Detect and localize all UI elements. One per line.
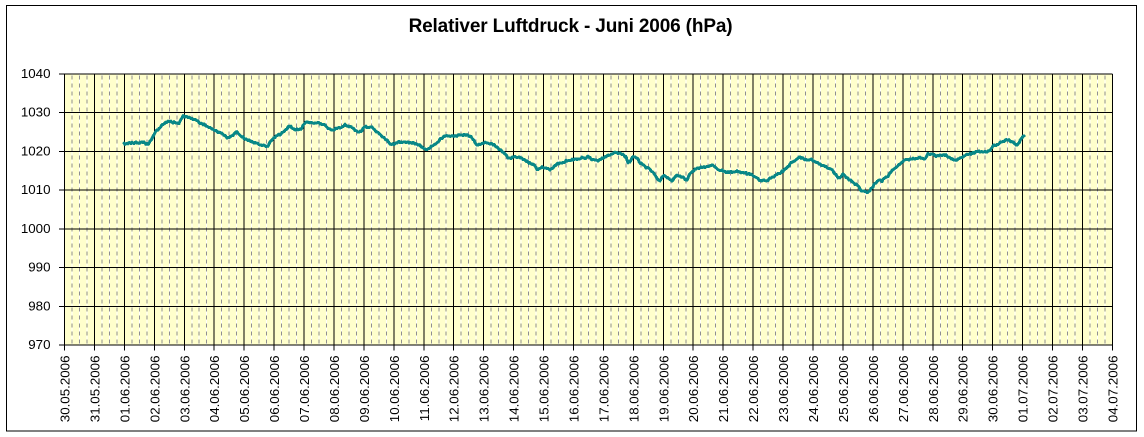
- svg-text:20.06.2006: 20.06.2006: [686, 356, 701, 423]
- svg-text:22.06.2006: 22.06.2006: [746, 356, 761, 423]
- svg-text:10.06.2006: 10.06.2006: [387, 356, 402, 423]
- svg-text:30.05.2006: 30.05.2006: [58, 356, 73, 423]
- svg-text:15.06.2006: 15.06.2006: [537, 356, 552, 423]
- svg-text:27.06.2006: 27.06.2006: [896, 356, 911, 423]
- svg-text:17.06.2006: 17.06.2006: [596, 356, 611, 423]
- svg-text:06.06.2006: 06.06.2006: [267, 356, 282, 423]
- svg-text:03.07.2006: 03.07.2006: [1076, 356, 1091, 423]
- svg-text:14.06.2006: 14.06.2006: [507, 356, 522, 423]
- svg-text:25.06.2006: 25.06.2006: [836, 356, 851, 423]
- svg-text:30.06.2006: 30.06.2006: [986, 356, 1001, 423]
- svg-text:980: 980: [28, 298, 50, 313]
- svg-text:02.07.2006: 02.07.2006: [1046, 356, 1061, 423]
- svg-text:26.06.2006: 26.06.2006: [866, 356, 881, 423]
- svg-text:04.06.2006: 04.06.2006: [207, 356, 222, 423]
- svg-text:02.06.2006: 02.06.2006: [147, 356, 162, 423]
- svg-text:16.06.2006: 16.06.2006: [567, 356, 582, 423]
- svg-text:990: 990: [28, 260, 50, 275]
- svg-text:24.06.2006: 24.06.2006: [806, 356, 821, 423]
- svg-text:05.06.2006: 05.06.2006: [237, 356, 252, 423]
- svg-text:21.06.2006: 21.06.2006: [716, 356, 731, 423]
- svg-text:12.06.2006: 12.06.2006: [447, 356, 462, 423]
- svg-text:08.06.2006: 08.06.2006: [327, 356, 342, 423]
- svg-text:970: 970: [28, 337, 50, 352]
- svg-text:07.06.2006: 07.06.2006: [297, 356, 312, 423]
- svg-text:13.06.2006: 13.06.2006: [477, 356, 492, 423]
- svg-text:31.05.2006: 31.05.2006: [87, 356, 102, 423]
- svg-text:1040: 1040: [21, 66, 51, 81]
- svg-text:19.06.2006: 19.06.2006: [656, 356, 671, 423]
- svg-text:1030: 1030: [21, 105, 51, 120]
- svg-text:28.06.2006: 28.06.2006: [926, 356, 941, 423]
- svg-text:09.06.2006: 09.06.2006: [357, 356, 372, 423]
- svg-text:1000: 1000: [21, 221, 51, 236]
- svg-text:03.06.2006: 03.06.2006: [177, 356, 192, 423]
- svg-text:1020: 1020: [21, 143, 51, 158]
- svg-text:23.06.2006: 23.06.2006: [776, 356, 791, 423]
- svg-text:01.06.2006: 01.06.2006: [117, 356, 132, 423]
- svg-text:18.06.2006: 18.06.2006: [626, 356, 641, 423]
- svg-text:Relativer Luftdruck - Juni 200: Relativer Luftdruck - Juni 2006 (hPa): [409, 16, 733, 37]
- svg-text:29.06.2006: 29.06.2006: [956, 356, 971, 423]
- svg-text:01.07.2006: 01.07.2006: [1016, 356, 1031, 423]
- svg-text:11.06.2006: 11.06.2006: [417, 356, 432, 422]
- svg-text:04.07.2006: 04.07.2006: [1105, 356, 1120, 423]
- svg-text:1010: 1010: [21, 182, 51, 197]
